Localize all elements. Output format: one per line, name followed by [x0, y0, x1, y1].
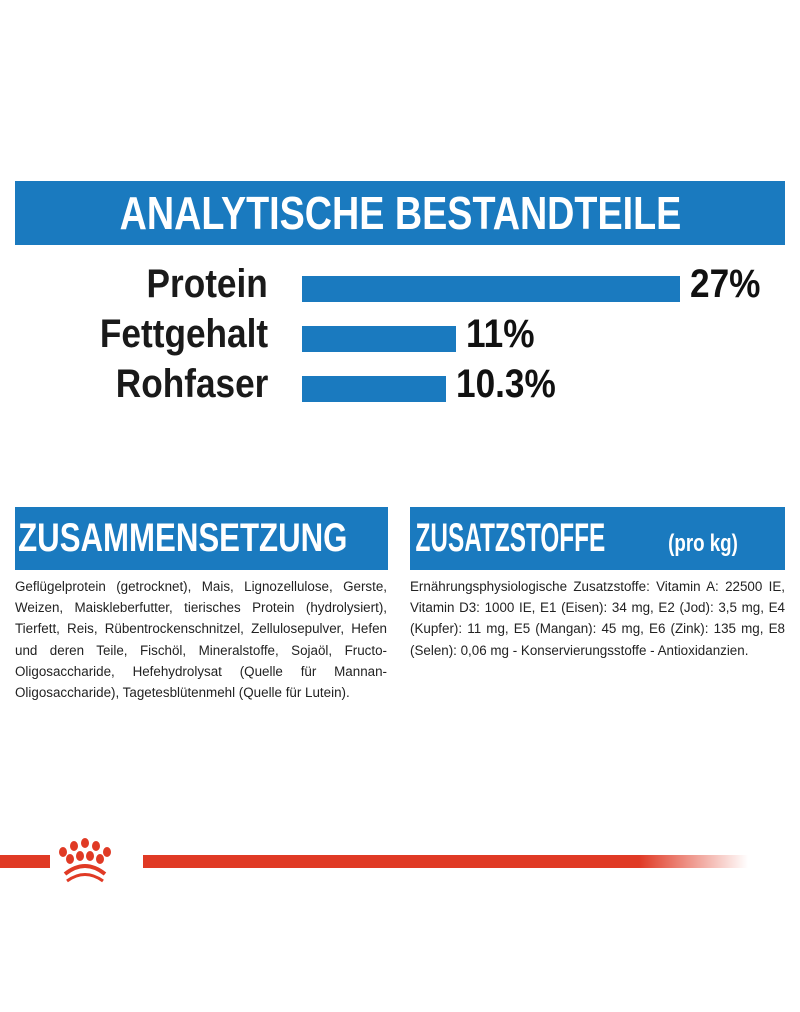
category-label: Rohfaser: [115, 362, 268, 406]
chart-title-banner: ANALYTISCHE BESTANDTEILE: [15, 181, 785, 245]
chart-title: ANALYTISCHE BESTANDTEILE: [119, 187, 681, 239]
composition-text: Geflügelprotein (getrocknet), Mais, Lign…: [15, 579, 387, 701]
additives-heading-banner: ZUSATZSTOFFE (pro kg): [410, 507, 785, 570]
category-label: Protein: [146, 262, 268, 306]
bar-fettgehalt: [302, 326, 456, 352]
composition-heading-banner: ZUSAMMENSETZUNG: [15, 507, 388, 570]
composition-heading: ZUSAMMENSETZUNG: [18, 516, 348, 560]
brand-line-left: [0, 855, 50, 868]
brand-line-right: [143, 855, 748, 868]
royal-canin-crown-icon: [59, 838, 111, 883]
additives-heading: ZUSATZSTOFFE: [415, 516, 606, 560]
additives-text: Ernährungsphysiologische Zusatzstoffe: V…: [410, 579, 785, 658]
value-label: 11%: [466, 312, 535, 356]
category-label: Fettgehalt: [99, 312, 268, 356]
value-label: 10.3%: [456, 362, 556, 406]
bar-rohfaser: [302, 376, 447, 402]
value-label: 27%: [690, 262, 761, 306]
bar-protein: [302, 276, 680, 302]
additives-heading-suffix: (pro kg): [668, 530, 738, 557]
